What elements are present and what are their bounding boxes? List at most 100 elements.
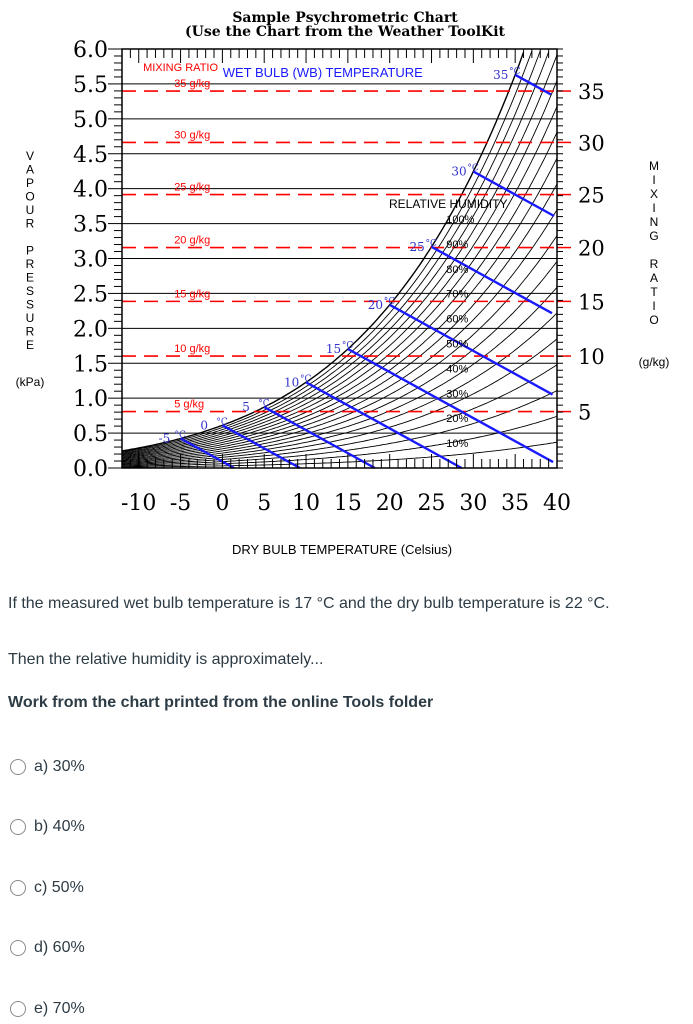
question-text: If the measured wet bulb temperature is … xyxy=(8,595,610,612)
radio-icon[interactable] xyxy=(10,759,26,775)
rh-curve xyxy=(121,261,558,462)
y-left-letter: O xyxy=(25,190,34,204)
y-left-letter: V xyxy=(26,149,34,163)
degree-c-label: °C xyxy=(342,341,354,351)
wet-bulb-label: -5 xyxy=(159,432,171,446)
degree-c-label: °C xyxy=(258,399,270,409)
x-tick-label: 0 xyxy=(215,491,229,516)
y-left-letter: E xyxy=(26,271,34,285)
rh-curve xyxy=(121,312,558,464)
rh-label: 10% xyxy=(446,438,468,450)
degree-c-label: °C xyxy=(300,374,312,384)
rh-curve xyxy=(121,106,558,457)
x-tick-label: 20 xyxy=(376,491,404,516)
y-left-letter: S xyxy=(26,284,34,298)
y-tick-label: 0.5 xyxy=(73,422,108,447)
mixing-ratio-tick-label: 30 xyxy=(578,131,605,155)
mixing-ratio-label: 20 g/kg xyxy=(174,235,210,247)
y-right-letter: X xyxy=(650,187,658,201)
rh-label: 90% xyxy=(446,239,468,251)
y-left-letter: P xyxy=(26,176,34,190)
rh-curve xyxy=(121,209,558,460)
wet-bulb-label: 15 xyxy=(326,342,341,356)
rh-label: 60% xyxy=(446,314,468,326)
chart-subtitle: (Use the Chart from the Weather ToolKit xyxy=(185,24,506,40)
degree-c-label: °C xyxy=(426,239,438,249)
rh-curves-layer xyxy=(121,50,558,468)
rh-label: 50% xyxy=(446,338,468,350)
y-left-letter: R xyxy=(26,257,35,271)
degree-c-label: °C xyxy=(216,417,228,427)
rh-curve xyxy=(121,364,558,466)
y-left-letter: E xyxy=(26,338,34,352)
mixing-ratio-tick-label: 10 xyxy=(578,345,605,369)
degree-c-label: °C xyxy=(384,297,396,307)
option-d[interactable]: d) 60% xyxy=(10,936,85,960)
option-label: e) 70% xyxy=(34,1000,85,1017)
y-right-letter: M xyxy=(649,159,659,173)
wet-bulb-label: 25 xyxy=(410,240,425,254)
chart-title: Sample Psychrometric Chart xyxy=(232,10,458,26)
labels-layer: 5 g/kg 5 10 g/kg 10 15 g/kg 15 20 g/kg 20 25 g/k… xyxy=(73,38,605,516)
rh-label: 20% xyxy=(446,413,468,425)
mixing-ratio-label: 35 g/kg xyxy=(174,78,210,90)
x-tick-label: 25 xyxy=(418,491,446,516)
instruction-note: Work from the chart printed from the onl… xyxy=(8,694,434,711)
x-axis-label: DRY BULB TEMPERATURE (Celsius) xyxy=(232,542,452,557)
mixing-ratio-tick-label: 25 xyxy=(578,184,605,208)
degree-c-label: °C xyxy=(509,67,521,77)
mixing-ratio-tick-label: 35 xyxy=(578,80,605,104)
wet-bulb-line xyxy=(305,381,463,470)
x-tick-label: 10 xyxy=(292,491,320,516)
wet-bulb-line xyxy=(514,73,552,96)
option-a[interactable]: a) 30% xyxy=(10,755,85,779)
radio-icon[interactable] xyxy=(10,880,26,896)
psychrometric-chart: Sample Psychrometric Chart (Use the Char… xyxy=(16,10,670,557)
x-tick-label: 15 xyxy=(334,491,362,516)
mixing-ratio-label: 30 g/kg xyxy=(174,129,210,141)
x-tick-label: 35 xyxy=(501,491,529,516)
wet-bulb-layer xyxy=(180,73,555,470)
y-tick-label: 0.0 xyxy=(73,457,108,482)
y-left-letter: U xyxy=(26,311,35,325)
wet-bulb-line xyxy=(180,437,235,470)
rh-label: 40% xyxy=(446,363,468,375)
wet-bulb-line xyxy=(472,170,555,218)
rh-label: 80% xyxy=(446,264,468,276)
degree-c-label: °C xyxy=(175,431,187,441)
rh-curve xyxy=(121,50,533,453)
wet-bulb-line xyxy=(430,245,553,315)
rh-curve xyxy=(122,390,558,466)
y-right-letter: I xyxy=(652,201,655,215)
rh-label: 70% xyxy=(446,289,468,301)
radio-icon[interactable] xyxy=(10,1001,26,1017)
option-label: a) 30% xyxy=(34,758,85,775)
y-right-unit: (g/kg) xyxy=(639,355,670,369)
y-right-letter: O xyxy=(649,313,658,327)
option-e[interactable]: e) 70% xyxy=(10,997,85,1021)
y-tick-label: 2.0 xyxy=(73,317,108,342)
y-right-letter: A xyxy=(650,271,658,285)
y-left-letter: P xyxy=(26,244,34,258)
y-tick-label: 4.0 xyxy=(73,178,108,203)
option-c[interactable]: c) 50% xyxy=(10,876,84,900)
y-left-unit: (kPa) xyxy=(16,375,45,389)
option-b[interactable]: b) 40% xyxy=(10,815,85,839)
y-tick-label: 4.5 xyxy=(73,143,108,168)
rh-curve xyxy=(121,52,525,452)
rh-curve xyxy=(121,183,558,460)
mixing-ratio-label: 15 g/kg xyxy=(174,288,210,300)
mixing-ratio-tick-label: 15 xyxy=(578,290,605,314)
radio-icon[interactable] xyxy=(10,940,26,956)
x-tick-label: 5 xyxy=(257,491,271,516)
x-tick-label: 40 xyxy=(543,491,571,516)
wet-bulb-line xyxy=(389,303,554,396)
mixing-ratio-label: 25 g/kg xyxy=(174,182,210,194)
radio-icon[interactable] xyxy=(10,819,26,835)
wet-bulb-line xyxy=(221,424,301,470)
mixing-ratio-tick-label: 20 xyxy=(578,237,605,261)
y-right-letter: I xyxy=(652,299,655,313)
wet-bulb-label: 35 xyxy=(493,68,508,82)
y-left-letter: R xyxy=(26,217,35,231)
